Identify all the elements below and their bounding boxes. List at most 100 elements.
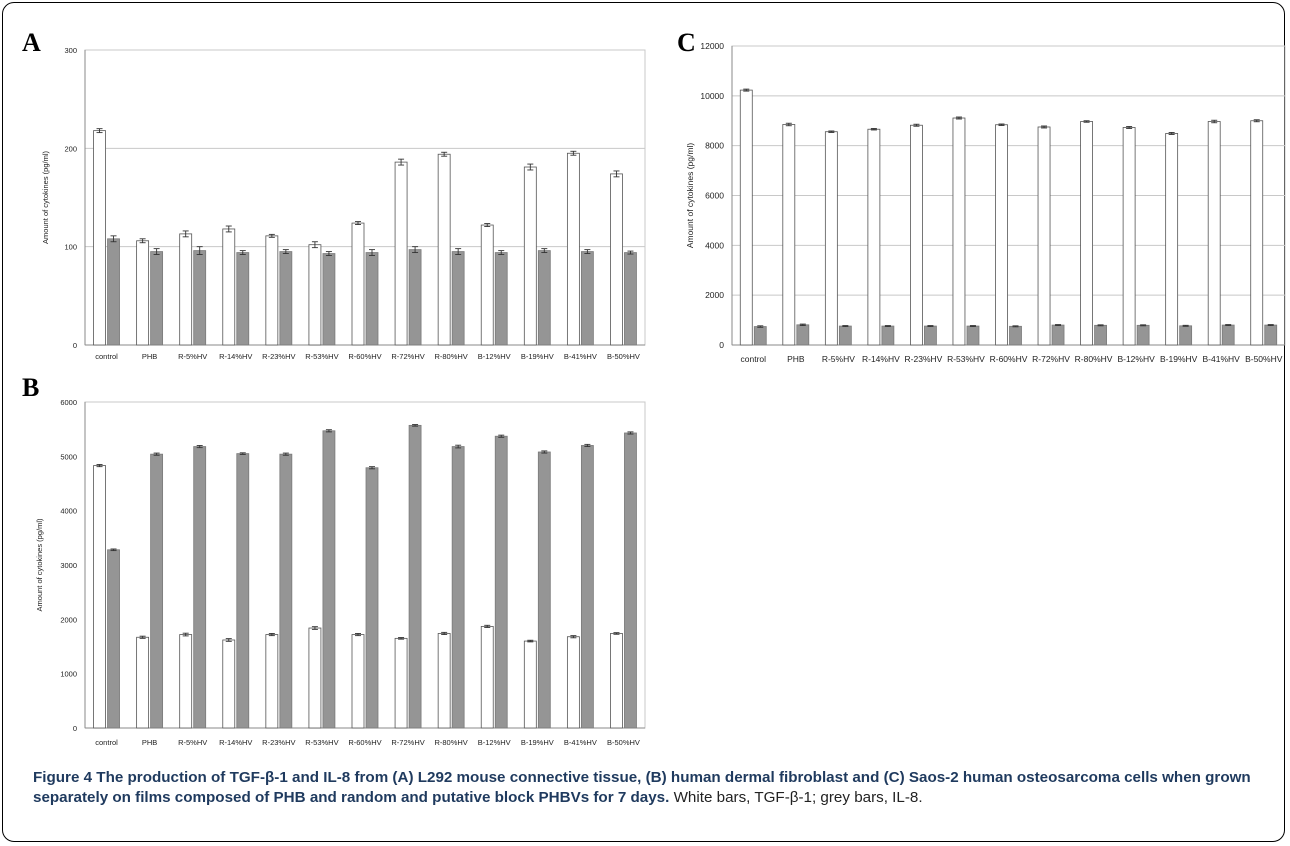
x-tick-label: B-41%HV [1203, 354, 1241, 364]
x-tick-label: B-19%HV [521, 352, 554, 361]
bar-grey [193, 250, 207, 346]
panel-letter-c: C [677, 28, 696, 57]
bar-white [523, 640, 537, 729]
bar-grey [1179, 325, 1193, 346]
bar-white [222, 228, 236, 346]
y-tick-label: 2000 [705, 290, 724, 300]
x-tick-label: B-12%HV [478, 352, 511, 361]
bar-white [93, 130, 106, 346]
y-tick-label: 1000 [60, 670, 77, 679]
bar-white [437, 153, 451, 346]
bar-white [179, 634, 193, 729]
figure-caption: Figure 4 The production of TGF-β-1 and I… [33, 768, 1273, 808]
x-tick-label: R-5%HV [178, 352, 207, 361]
x-tick-label: R-80%HV [434, 738, 467, 747]
bar-grey [236, 453, 250, 729]
x-tick-label: B-50%HV [607, 738, 640, 747]
bar-grey [494, 252, 508, 346]
y-tick-label: 300 [64, 46, 77, 55]
bar-white [265, 235, 279, 346]
x-tick-label: control [95, 352, 118, 361]
y-tick-label: 6000 [60, 398, 77, 407]
bar-grey [924, 325, 937, 346]
y-tick-label: 6000 [705, 191, 724, 201]
bar-grey [322, 430, 336, 729]
bar-white [351, 634, 365, 729]
x-tick-label: R-23%HV [905, 354, 943, 364]
y-tick-label: 0 [73, 724, 77, 733]
y-tick-label: 100 [64, 243, 77, 252]
plot-area [84, 49, 646, 346]
y-tick-label: 3000 [60, 561, 77, 570]
bar-grey [322, 253, 336, 346]
bar-white [1037, 126, 1051, 346]
caption-text: White bars, TGF-β-1; grey bars, IL-8. [673, 789, 923, 806]
x-tick-label: R-53%HV [947, 354, 985, 364]
bar-grey [624, 432, 637, 729]
x-tick-label: B-50%HV [607, 352, 640, 361]
x-tick-label: B-12%HV [478, 738, 511, 747]
x-tick-label: R-23%HV [262, 738, 295, 747]
bar-grey [150, 453, 164, 729]
x-tick-label: R-53%HV [305, 352, 338, 361]
x-tick-label: R-14%HV [219, 738, 252, 747]
bar-white [995, 124, 1008, 346]
bar-grey [408, 424, 422, 729]
bar-white [265, 634, 279, 729]
y-tick-label: 0 [73, 341, 77, 350]
bar-white [308, 244, 322, 346]
bar-white [222, 639, 236, 729]
bar-grey [107, 238, 120, 346]
bar-white [437, 633, 451, 729]
y-tick-label: 2000 [60, 615, 77, 624]
bar-grey [753, 326, 767, 346]
bar-white [782, 124, 796, 346]
bar-white [136, 636, 150, 729]
x-tick-label: control [741, 354, 767, 364]
x-tick-label: PHB [142, 738, 157, 747]
bar-grey [1136, 324, 1150, 346]
bar-white [394, 161, 408, 346]
bar-grey [537, 451, 551, 729]
bar-white [910, 124, 923, 346]
bar-white [867, 128, 881, 346]
y-tick-label: 12000 [700, 41, 724, 51]
x-tick-label: control [95, 738, 118, 747]
x-tick-label: R-60%HV [348, 352, 381, 361]
y-tick-label: 5000 [60, 452, 77, 461]
bar-white [1207, 121, 1221, 346]
x-tick-label: R-5%HV [822, 354, 855, 364]
bar-grey [279, 251, 293, 346]
bar-grey [1094, 324, 1107, 346]
x-tick-label: R-72%HV [1032, 354, 1070, 364]
bar-grey [537, 250, 551, 346]
bar-grey [580, 445, 594, 729]
bar-white [351, 222, 365, 346]
bar-white [610, 173, 623, 346]
y-tick-label: 10000 [700, 91, 724, 101]
bar-grey [1221, 324, 1235, 346]
x-tick-label: R-14%HV [219, 352, 252, 361]
y-tick-label: 4000 [60, 507, 77, 516]
x-tick-label: R-80%HV [434, 352, 467, 361]
bar-grey [408, 249, 422, 346]
y-axis-label: Amount of cytokines (pg/ml) [35, 518, 44, 611]
bar-white [610, 633, 623, 729]
chart-panel-a: 0 100 200 300 Amount of cytokines (pg/ml) con… [41, 46, 646, 361]
bar-white [1165, 133, 1179, 346]
x-tick-label: PHB [787, 354, 805, 364]
x-tick-label: R-60%HV [990, 354, 1028, 364]
bar-white [566, 636, 580, 729]
x-tick-label: R-80%HV [1075, 354, 1113, 364]
panel-letter-b: B [22, 373, 40, 402]
y-tick-label: 0 [719, 340, 724, 350]
bar-white [179, 233, 193, 346]
bar-white [480, 625, 494, 729]
bar-white [1122, 127, 1136, 346]
bar-grey [107, 549, 120, 729]
x-tick-label: B-19%HV [1160, 354, 1198, 364]
bar-grey [966, 325, 980, 346]
bar-grey [580, 251, 594, 346]
caption-title: Figure 4 The production of TGF-β-1 and I… [33, 769, 1251, 806]
